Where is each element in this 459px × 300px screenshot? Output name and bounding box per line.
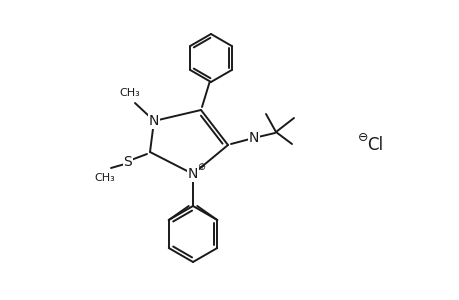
Text: ⊕: ⊕: [196, 162, 205, 172]
Text: N: N: [149, 114, 159, 128]
Text: CH₃: CH₃: [119, 88, 140, 98]
Text: S: S: [123, 155, 132, 169]
Text: Cl: Cl: [366, 136, 382, 154]
Text: N: N: [248, 131, 258, 145]
Text: N: N: [187, 167, 198, 181]
Text: CH₃: CH₃: [95, 173, 115, 183]
Text: ⊖: ⊖: [357, 130, 368, 143]
